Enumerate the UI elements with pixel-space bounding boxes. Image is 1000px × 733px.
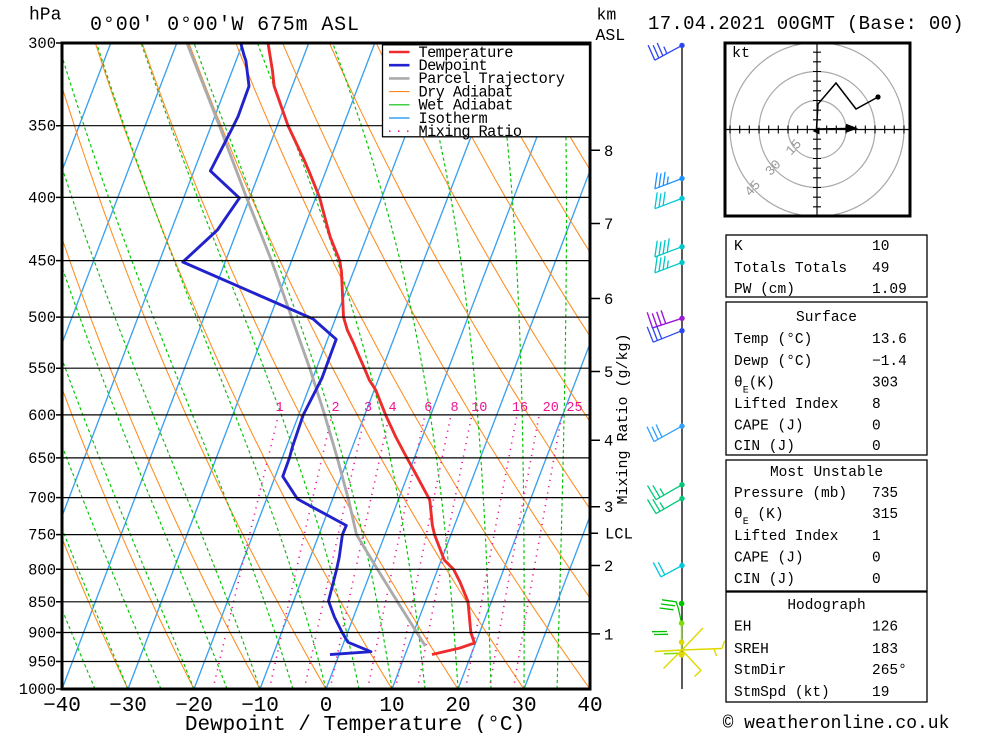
svg-text:1.09: 1.09 xyxy=(872,282,907,298)
svg-text:17.04.2021 00GMT (Base: 00): 17.04.2021 00GMT (Base: 00) xyxy=(648,13,964,35)
svg-text:1000: 1000 xyxy=(19,681,56,699)
svg-text:EH: EH xyxy=(734,620,751,636)
svg-text:Dewpoint: Dewpoint xyxy=(419,57,488,75)
svg-text:Mixing Ratio (g/kg): Mixing Ratio (g/kg) xyxy=(615,333,632,504)
svg-text:450: 450 xyxy=(28,253,56,271)
svg-text:0: 0 xyxy=(872,439,881,455)
svg-text:25: 25 xyxy=(566,401,582,416)
svg-text:650: 650 xyxy=(28,450,56,468)
svg-text:Mixing Ratio: Mixing Ratio xyxy=(419,123,522,141)
svg-text:126: 126 xyxy=(872,620,898,636)
svg-text:Lifted Index: Lifted Index xyxy=(734,397,839,413)
svg-text:800: 800 xyxy=(28,561,56,579)
svg-text:Lifted Index: Lifted Index xyxy=(734,529,839,545)
svg-text:300: 300 xyxy=(28,35,56,53)
svg-text:550: 550 xyxy=(28,360,56,378)
svg-text:Wet Adiabat: Wet Adiabat xyxy=(419,97,513,115)
svg-text:350: 350 xyxy=(28,118,56,136)
svg-text:StmSpd (kt): StmSpd (kt) xyxy=(734,685,830,701)
svg-text:10: 10 xyxy=(379,695,404,718)
svg-text:20: 20 xyxy=(543,401,559,416)
svg-text:0: 0 xyxy=(872,551,881,567)
svg-text:900: 900 xyxy=(28,625,56,643)
svg-text:Dewpoint / Temperature (°C): Dewpoint / Temperature (°C) xyxy=(185,714,525,733)
svg-text:6: 6 xyxy=(604,291,613,309)
svg-text:19: 19 xyxy=(872,685,889,701)
svg-text:8: 8 xyxy=(450,401,458,416)
svg-text:0: 0 xyxy=(872,419,881,435)
svg-text:500: 500 xyxy=(28,309,56,327)
svg-text:CAPE (J): CAPE (J) xyxy=(734,419,804,435)
svg-text:Parcel Trajectory: Parcel Trajectory xyxy=(419,70,565,88)
svg-text:7: 7 xyxy=(604,216,613,234)
svg-text:3: 3 xyxy=(364,401,372,416)
svg-text:8: 8 xyxy=(604,143,613,161)
svg-text:CIN (J): CIN (J) xyxy=(734,572,795,588)
svg-text:km: km xyxy=(597,6,617,25)
svg-text:Hodograph: Hodograph xyxy=(787,598,865,614)
svg-text:Most Unstable: Most Unstable xyxy=(770,465,883,481)
svg-text:10: 10 xyxy=(471,401,487,416)
svg-text:Totals Totals: Totals Totals xyxy=(734,261,847,277)
svg-text:0°00' 0°00'W 675m ASL: 0°00' 0°00'W 675m ASL xyxy=(90,14,360,37)
svg-text:600: 600 xyxy=(28,407,56,425)
svg-text:5: 5 xyxy=(604,364,613,382)
svg-text:Pressure (mb): Pressure (mb) xyxy=(734,486,847,502)
svg-text:hPa: hPa xyxy=(29,6,62,26)
svg-text:315: 315 xyxy=(872,507,898,523)
svg-text:1: 1 xyxy=(276,401,284,416)
svg-text:CIN (J): CIN (J) xyxy=(734,439,795,455)
svg-text:SREH: SREH xyxy=(734,642,769,658)
svg-text:850: 850 xyxy=(28,594,56,612)
svg-text:700: 700 xyxy=(28,490,56,508)
svg-text:10: 10 xyxy=(872,239,889,255)
svg-text:750: 750 xyxy=(28,527,56,545)
svg-text:LCL: LCL xyxy=(605,526,633,544)
svg-text:−10: −10 xyxy=(241,695,279,718)
svg-text:−30: −30 xyxy=(109,695,147,718)
svg-text:CAPE (J): CAPE (J) xyxy=(734,551,804,567)
svg-text:Dry Adiabat: Dry Adiabat xyxy=(419,83,513,101)
svg-text:2: 2 xyxy=(604,558,613,576)
svg-text:16: 16 xyxy=(512,401,528,416)
svg-text:Isotherm: Isotherm xyxy=(419,110,488,128)
svg-text:K: K xyxy=(734,239,743,255)
svg-text:Dewp (°C): Dewp (°C) xyxy=(734,354,812,370)
svg-text:20: 20 xyxy=(445,695,470,718)
svg-text:4: 4 xyxy=(389,401,397,416)
svg-text:−40: −40 xyxy=(43,695,81,718)
svg-text:3: 3 xyxy=(604,499,613,517)
svg-text:6: 6 xyxy=(424,401,432,416)
svg-text:PW (cm): PW (cm) xyxy=(734,282,795,298)
svg-text:© weatheronline.co.uk: © weatheronline.co.uk xyxy=(723,714,950,733)
svg-text:183: 183 xyxy=(872,642,898,658)
svg-text:950: 950 xyxy=(28,654,56,672)
svg-text:Surface: Surface xyxy=(796,310,857,326)
svg-text:49: 49 xyxy=(872,261,889,277)
svg-text:kt: kt xyxy=(732,45,750,62)
svg-text:40: 40 xyxy=(577,695,602,718)
svg-text:303: 303 xyxy=(872,376,898,392)
svg-text:265°: 265° xyxy=(872,663,907,679)
svg-text:0: 0 xyxy=(872,572,881,588)
svg-text:Temp (°C): Temp (°C) xyxy=(734,332,812,348)
svg-text:−1.4: −1.4 xyxy=(872,354,907,370)
svg-text:4: 4 xyxy=(604,433,613,451)
svg-text:−20: −20 xyxy=(175,695,213,718)
svg-text:1: 1 xyxy=(604,626,613,644)
svg-text:735: 735 xyxy=(872,486,898,502)
svg-text:30: 30 xyxy=(511,695,536,718)
svg-text:0: 0 xyxy=(320,695,333,718)
svg-text:13.6: 13.6 xyxy=(872,332,907,348)
svg-text:400: 400 xyxy=(28,189,56,207)
svg-text:8: 8 xyxy=(872,397,881,413)
svg-text:2: 2 xyxy=(331,401,339,416)
svg-text:Temperature: Temperature xyxy=(419,44,514,62)
svg-text:1: 1 xyxy=(872,529,881,545)
svg-text:StmDir: StmDir xyxy=(734,663,786,679)
svg-text:ASL: ASL xyxy=(596,26,626,45)
